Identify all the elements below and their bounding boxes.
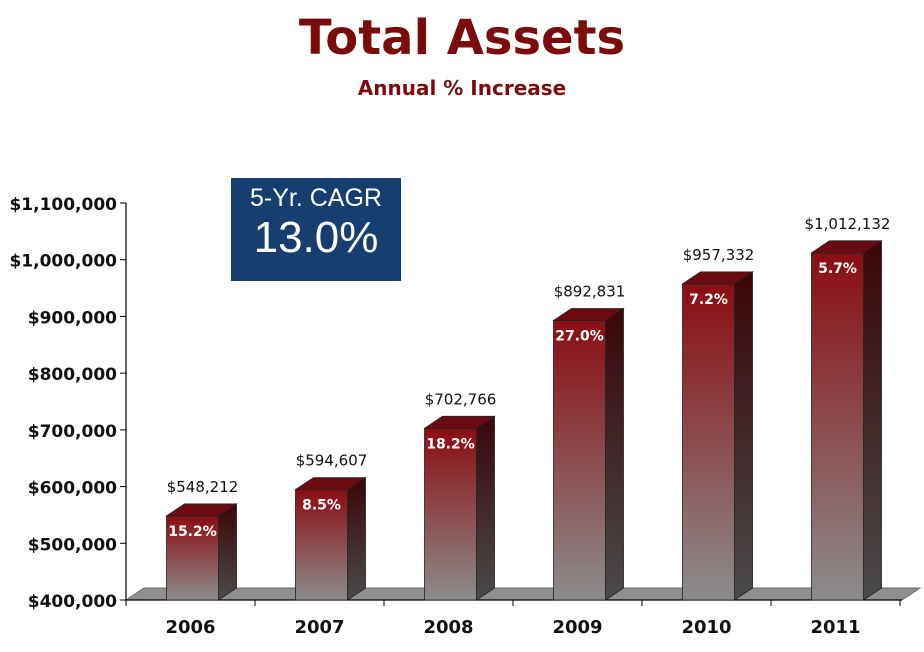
bar [553,320,606,601]
bar [166,515,219,601]
bar-side [476,415,495,601]
bar-side [605,307,624,601]
y-tick-label: $400,000 [28,592,117,612]
bar-pct-label: 15.2% [168,524,217,540]
x-tick-label: 2006 [165,617,215,638]
chart-floor [124,587,922,601]
bar-top [165,503,238,517]
bar [295,489,348,601]
bar-value-label: $594,607 [296,452,368,470]
bar-value-label: $1,012,132 [805,215,891,233]
bar-pct-label: 5.7% [818,261,857,277]
y-tick-label: $500,000 [28,535,117,555]
x-tick-label: 2007 [294,617,344,638]
bar-side [734,271,753,601]
cagr-callout: 5-Yr. CAGR 13.0% [231,178,401,281]
bar [811,252,864,601]
x-tick-label: 2008 [423,617,473,638]
bar-value-label: $548,212 [167,478,239,496]
bar-top [423,415,496,429]
bar-value-label: $892,831 [554,282,626,300]
bar-top [810,240,883,254]
y-tick-label: $1,000,000 [9,252,117,272]
bar [682,283,735,601]
chart-subtitle: Annual % Increase [357,76,567,100]
y-tick-label: $700,000 [28,422,117,442]
bar-value-label: $957,332 [683,246,755,264]
bar [424,427,477,601]
bar-pct-label: 8.5% [302,498,341,514]
x-tick-label: 2010 [681,617,731,638]
x-tick-label: 2009 [552,617,602,638]
y-tick-label: $1,100,000 [9,195,117,215]
bar-top [552,308,625,321]
bar-side [218,503,237,601]
cagr-value: 13.0% [253,213,379,262]
chart-title: Total Assets [298,10,626,66]
bar-side [863,240,882,601]
bar-top [294,477,367,491]
bar-pct-label: 27.0% [555,328,604,344]
cagr-label: 5-Yr. CAGR [250,184,382,212]
bar-value-label: $702,766 [425,390,497,408]
bar-top [681,271,754,285]
x-tick-label: 2011 [810,617,860,638]
y-tick-label: $600,000 [28,479,117,499]
bar-pct-label: 18.2% [426,436,475,452]
bar-pct-label: 7.2% [689,292,728,308]
y-tick-label: $900,000 [28,308,117,328]
bar-side [347,476,366,601]
y-tick-label: $800,000 [28,365,117,385]
